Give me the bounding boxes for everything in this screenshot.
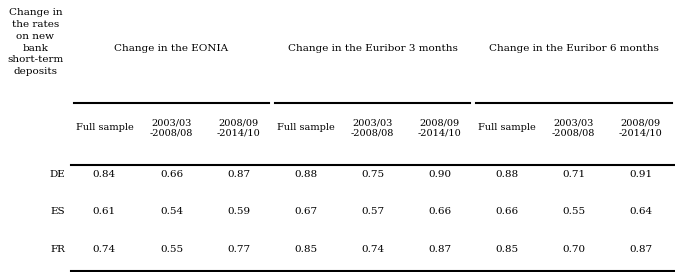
Text: 0.85: 0.85 — [294, 245, 317, 254]
Text: DE: DE — [50, 169, 65, 179]
Text: Full sample: Full sample — [478, 123, 535, 132]
Text: 2003/03
-2008/08: 2003/03 -2008/08 — [351, 118, 394, 138]
Text: ES: ES — [51, 207, 65, 216]
Text: 0.61: 0.61 — [93, 207, 116, 216]
Text: Change in the EONIA: Change in the EONIA — [114, 44, 229, 54]
Text: 0.54: 0.54 — [160, 207, 183, 216]
Text: 0.57: 0.57 — [361, 207, 384, 216]
Text: 0.70: 0.70 — [562, 245, 585, 254]
Text: Full sample: Full sample — [277, 123, 334, 132]
Text: 0.77: 0.77 — [227, 245, 250, 254]
Text: 0.59: 0.59 — [227, 207, 250, 216]
Text: 0.55: 0.55 — [160, 245, 183, 254]
Text: 2003/03
-2008/08: 2003/03 -2008/08 — [150, 118, 193, 138]
Text: 0.75: 0.75 — [361, 169, 384, 179]
Text: Change in the Euribor 3 months: Change in the Euribor 3 months — [288, 44, 458, 54]
Text: Full sample: Full sample — [76, 123, 133, 132]
Text: 2008/09
-2014/10: 2008/09 -2014/10 — [418, 118, 462, 138]
Text: 2003/03
-2008/08: 2003/03 -2008/08 — [552, 118, 595, 138]
Text: 0.91: 0.91 — [629, 169, 652, 179]
Text: 2008/09
-2014/10: 2008/09 -2014/10 — [619, 118, 663, 138]
Text: Change in the Euribor 6 months: Change in the Euribor 6 months — [489, 44, 659, 54]
Text: 0.87: 0.87 — [629, 245, 652, 254]
Text: 0.71: 0.71 — [562, 169, 585, 179]
Text: 0.66: 0.66 — [160, 169, 183, 179]
Text: 0.74: 0.74 — [361, 245, 384, 254]
Text: 2008/09
-2014/10: 2008/09 -2014/10 — [217, 118, 261, 138]
Text: 0.66: 0.66 — [495, 207, 518, 216]
Text: 0.88: 0.88 — [294, 169, 317, 179]
Text: 0.67: 0.67 — [294, 207, 317, 216]
Text: 0.85: 0.85 — [495, 245, 518, 254]
Text: Change in
the rates
on new
bank
short-term
deposits: Change in the rates on new bank short-te… — [7, 8, 63, 76]
Text: 0.90: 0.90 — [428, 169, 451, 179]
Text: 0.84: 0.84 — [93, 169, 116, 179]
Text: FR: FR — [51, 245, 65, 254]
Text: 0.55: 0.55 — [562, 207, 585, 216]
Text: 0.88: 0.88 — [495, 169, 518, 179]
Text: 0.87: 0.87 — [428, 245, 451, 254]
Text: 0.64: 0.64 — [629, 207, 652, 216]
Text: 0.74: 0.74 — [93, 245, 116, 254]
Text: 0.66: 0.66 — [428, 207, 451, 216]
Text: 0.87: 0.87 — [227, 169, 250, 179]
